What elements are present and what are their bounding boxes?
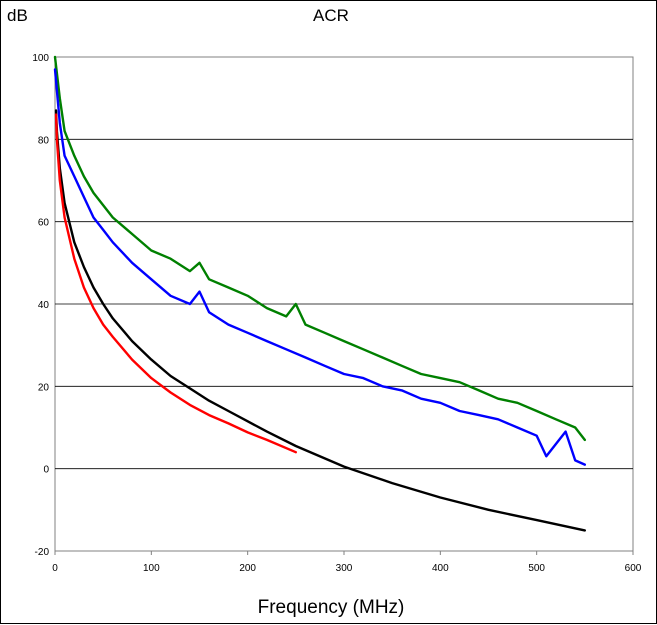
x-tick-label: 500 (528, 563, 545, 574)
x-tick-label: 400 (432, 563, 449, 574)
x-tick-label: 600 (625, 563, 642, 574)
series-line-3 (54, 109, 586, 532)
y-tick-label: -20 (35, 547, 50, 558)
x-tick-labels: 0 100 200 300 400 500 600 (52, 563, 642, 574)
series-line-1 (53, 55, 586, 442)
y-tick-label: 20 (38, 382, 50, 393)
gridlines (54, 138, 634, 555)
series-lines (53, 55, 586, 532)
y-tick-label: 60 (38, 218, 50, 229)
y-tick-label: 40 (38, 300, 50, 311)
y-tick-label: 80 (38, 135, 50, 146)
y-axis-label: dB (7, 6, 28, 25)
series-line-2 (53, 68, 586, 466)
x-tick-label: 200 (239, 563, 256, 574)
y-tick-labels: -20 0 20 40 60 80 100 (32, 53, 49, 558)
y-tick-label: 100 (32, 53, 49, 64)
x-tick-label: 300 (336, 563, 353, 574)
y-tick-label: 0 (43, 465, 49, 476)
chart-title: ACR (313, 6, 349, 25)
series-line-4 (54, 113, 297, 454)
x-tick-label: 0 (52, 563, 58, 574)
x-tick-label: 100 (143, 563, 160, 574)
x-axis-label: Frequency (MHz) (258, 597, 405, 618)
